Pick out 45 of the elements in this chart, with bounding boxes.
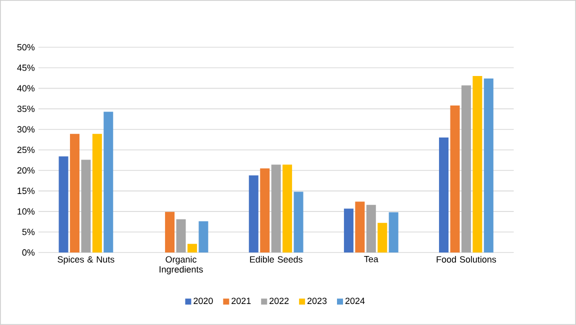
bar bbox=[484, 78, 494, 253]
bar bbox=[271, 164, 281, 253]
y-tick-label: 50% bbox=[17, 44, 35, 50]
y-tick-label: 30% bbox=[17, 126, 35, 133]
bar bbox=[70, 134, 80, 253]
bar bbox=[81, 160, 91, 253]
bar bbox=[92, 134, 102, 253]
y-tick-label: 10% bbox=[18, 208, 35, 215]
bar bbox=[187, 244, 197, 253]
bar bbox=[355, 202, 365, 253]
bar bbox=[366, 204, 376, 253]
bar bbox=[439, 138, 449, 253]
bar bbox=[461, 85, 471, 253]
bar bbox=[248, 175, 258, 253]
bar bbox=[450, 106, 460, 253]
legend-label: 2022 bbox=[270, 298, 289, 304]
x-tick-label: Food Solutions bbox=[436, 256, 496, 263]
bar bbox=[165, 212, 175, 253]
bar bbox=[198, 221, 208, 253]
x-tick-label: Edible Seeds bbox=[250, 256, 302, 263]
legend-label: 2020 bbox=[194, 298, 213, 304]
y-tick-label: 0% bbox=[22, 249, 35, 256]
legend-label: 2024 bbox=[345, 298, 365, 304]
bar bbox=[378, 222, 388, 253]
y-tick-label: 25% bbox=[17, 146, 35, 154]
y-tick-label: 45% bbox=[17, 64, 35, 71]
y-tick-label: 35% bbox=[17, 106, 35, 112]
bar bbox=[388, 212, 398, 253]
legend-label: 2023 bbox=[308, 298, 327, 304]
bar bbox=[282, 164, 292, 253]
bar bbox=[176, 219, 186, 253]
x-tick-label: Tea bbox=[364, 256, 378, 262]
y-tick-label: 15% bbox=[18, 188, 35, 194]
bar bbox=[472, 76, 482, 253]
bar bbox=[104, 112, 114, 253]
bar bbox=[344, 208, 354, 253]
legend-label: 2021 bbox=[232, 298, 251, 304]
y-tick-label: 20% bbox=[17, 167, 35, 174]
bar bbox=[58, 156, 68, 253]
y-tick-label: 5% bbox=[22, 228, 35, 236]
bar bbox=[260, 168, 270, 253]
x-tick-label: Spices & Nuts bbox=[58, 256, 114, 264]
bar bbox=[294, 192, 304, 253]
y-tick-label: 40% bbox=[17, 85, 35, 92]
x-tick-label: Organic Ingredients bbox=[160, 256, 203, 274]
